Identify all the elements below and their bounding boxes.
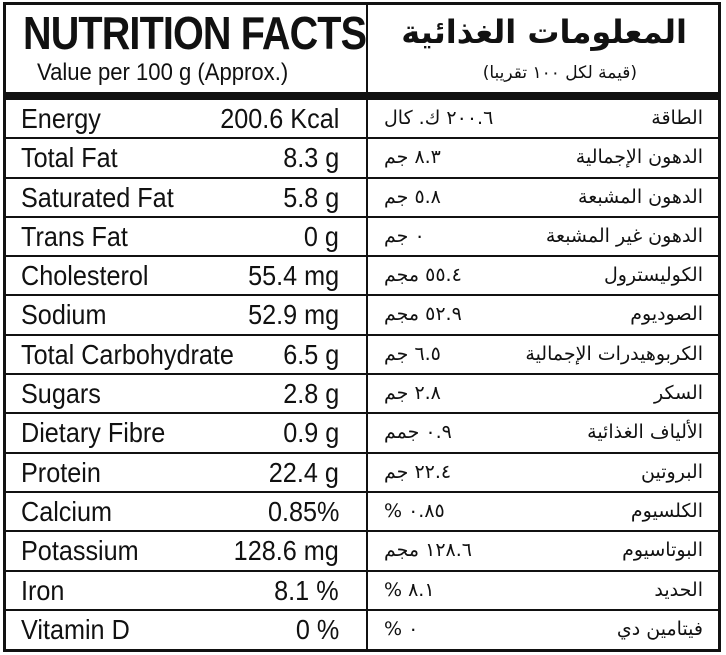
nutrient-name-en: Sodium <box>21 299 107 331</box>
nutrition-header: NUTRITION FACTS Value per 100 g (Approx.… <box>3 2 721 94</box>
nutrient-row-potassium: Potassium 128.6 mg ١٢٨.٦ مجم البوتاسيوم <box>3 532 721 572</box>
nutrient-row-energy: Energy 200.6 Kcal ٢٠٠.٦ ك. كال الطاقة <box>3 100 721 140</box>
nutrient-row-calcium: Calcium 0.85% ٠.٨٥ % الكلسيوم <box>3 493 721 533</box>
nutrient-name-en: Iron <box>21 574 65 606</box>
title-ar: المعلومات الغذائية <box>401 13 687 51</box>
nutrient-name-en: Protein <box>21 456 101 488</box>
nutrient-value-ar: ٢٠٠.٦ ك. كال <box>384 107 494 129</box>
nutrient-name-ar: السكر <box>654 382 703 405</box>
nutrient-name-ar: الألياف الغذائية <box>587 421 703 444</box>
nutrient-value-en: 8.3 g <box>282 142 339 174</box>
title-en: NUTRITION FACTS <box>23 7 367 59</box>
nutrient-value-en: 128.6 mg <box>233 535 339 567</box>
nutrient-value-en: 55.4 mg <box>247 260 339 292</box>
nutrient-name-en: Dietary Fibre <box>21 417 166 449</box>
nutrient-row-dietary-fibre: Dietary Fibre 0.9 g ٠.٩ جمم الألياف الغذ… <box>3 414 721 454</box>
nutrient-value-ar: ٥.٨ جم <box>384 185 441 208</box>
nutrient-row-vitamin-d: Vitamin D 0 % ٠ % فيتامين دي <box>3 611 721 650</box>
nutrient-name-ar: الدهون غير المشبعة <box>545 224 703 247</box>
nutrient-value-en: 0.85% <box>267 495 339 527</box>
nutrient-name-ar: الكلسيوم <box>630 499 703 522</box>
nutrient-name-ar: البوتاسيوم <box>622 539 703 562</box>
nutrient-row-sodium: Sodium 52.9 mg ٥٢.٩ مجم الصوديوم <box>3 296 721 336</box>
nutrient-name-en: Calcium <box>21 495 113 527</box>
nutrient-value-en: 52.9 mg <box>247 299 339 331</box>
nutrient-value-ar: ٨.١ % <box>384 578 435 601</box>
nutrient-value-ar: ٠ % <box>384 617 419 640</box>
nutrient-row-trans-fat: Trans Fat 0 g ٠ جم الدهون غير المشبعة <box>3 218 721 258</box>
nutrient-name-ar: الصوديوم <box>630 303 703 326</box>
nutrient-row-saturated-fat: Saturated Fat 5.8 g ٥.٨ جم الدهون المشبع… <box>3 179 721 218</box>
nutrition-facts-panel <box>3 2 721 652</box>
nutrient-name-ar: البروتين <box>641 460 703 483</box>
nutrient-name-en: Saturated Fat <box>21 181 174 213</box>
nutrient-value-en: 22.4 g <box>268 456 339 488</box>
nutrient-value-ar: ٠.٨٥ % <box>384 499 445 522</box>
nutrient-value-ar: ٨.٣ جم <box>384 146 441 169</box>
nutrient-name-en: Energy <box>21 103 101 134</box>
nutrient-value-en: 6.5 g <box>282 338 339 370</box>
nutrient-value-ar: ٥٢.٩ مجم <box>384 303 462 326</box>
nutrient-value-ar: ٠ جم <box>384 224 425 247</box>
nutrient-name-ar: الطاقة <box>651 107 703 129</box>
nutrient-rows: Energy 200.6 Kcal ٢٠٠.٦ ك. كال الطاقة To… <box>3 100 721 650</box>
nutrient-row-iron: Iron 8.1 % ٨.١ % الحديد <box>3 572 721 611</box>
nutrient-value-ar: ٢.٨ جم <box>384 382 441 405</box>
nutrient-row-cholesterol: Cholesterol 55.4 mg ٥٥.٤ مجم الكوليسترول <box>3 257 721 297</box>
nutrient-row-total-carbohydrate: Total Carbohydrate 6.5 g ٦.٥ جم الكربوهي… <box>3 336 721 376</box>
nutrient-value-ar: ٥٥.٤ مجم <box>384 264 462 287</box>
nutrient-name-ar: الدهون المشبعة <box>578 185 703 208</box>
nutrient-value-en: 8.1 % <box>274 574 339 606</box>
nutrient-value-ar: ١٢٨.٦ مجم <box>384 539 473 562</box>
nutrient-name-ar: الكربوهيدرات الإجمالية <box>525 342 703 365</box>
nutrient-name-ar: الكوليسترول <box>603 264 703 287</box>
header-rule <box>3 92 721 100</box>
nutrient-name-ar: الحديد <box>654 578 703 601</box>
nutrient-name-en: Sugars <box>21 378 101 410</box>
nutrient-name-en: Potassium <box>21 535 139 567</box>
nutrient-value-en: 200.6 Kcal <box>219 103 339 134</box>
nutrient-value-en: 0 g <box>303 220 339 252</box>
column-divider <box>366 2 368 652</box>
subtitle-en: Value per 100 g (Approx.) <box>37 59 289 86</box>
nutrient-value-en: 5.8 g <box>282 181 339 213</box>
nutrient-name-en: Cholesterol <box>21 260 149 292</box>
nutrient-name-en: Vitamin D <box>21 613 130 645</box>
nutrient-name-en: Total Carbohydrate <box>21 338 234 370</box>
nutrient-name-ar: فيتامين دي <box>616 617 703 640</box>
nutrient-value-en: 0.9 g <box>282 417 339 449</box>
nutrient-value-ar: ٦.٥ جم <box>384 342 441 365</box>
nutrient-name-en: Trans Fat <box>21 220 128 252</box>
subtitle-ar: (قيمة لكل ١٠٠ تقريبا) <box>482 63 637 83</box>
nutrient-value-ar: ٠.٩ جمم <box>384 421 452 444</box>
nutrient-name-ar: الدهون الإجمالية <box>575 146 703 169</box>
nutrient-value-ar: ٢٢.٤ جم <box>384 460 452 483</box>
nutrient-value-en: 2.8 g <box>282 378 339 410</box>
nutrient-value-en: 0 % <box>295 613 339 645</box>
nutrient-row-protein: Protein 22.4 g ٢٢.٤ جم البروتين <box>3 454 721 493</box>
nutrient-row-total-fat: Total Fat 8.3 g ٨.٣ جم الدهون الإجمالية <box>3 139 721 179</box>
nutrient-name-en: Total Fat <box>21 142 118 174</box>
nutrient-row-sugars: Sugars 2.8 g ٢.٨ جم السكر <box>3 375 721 415</box>
